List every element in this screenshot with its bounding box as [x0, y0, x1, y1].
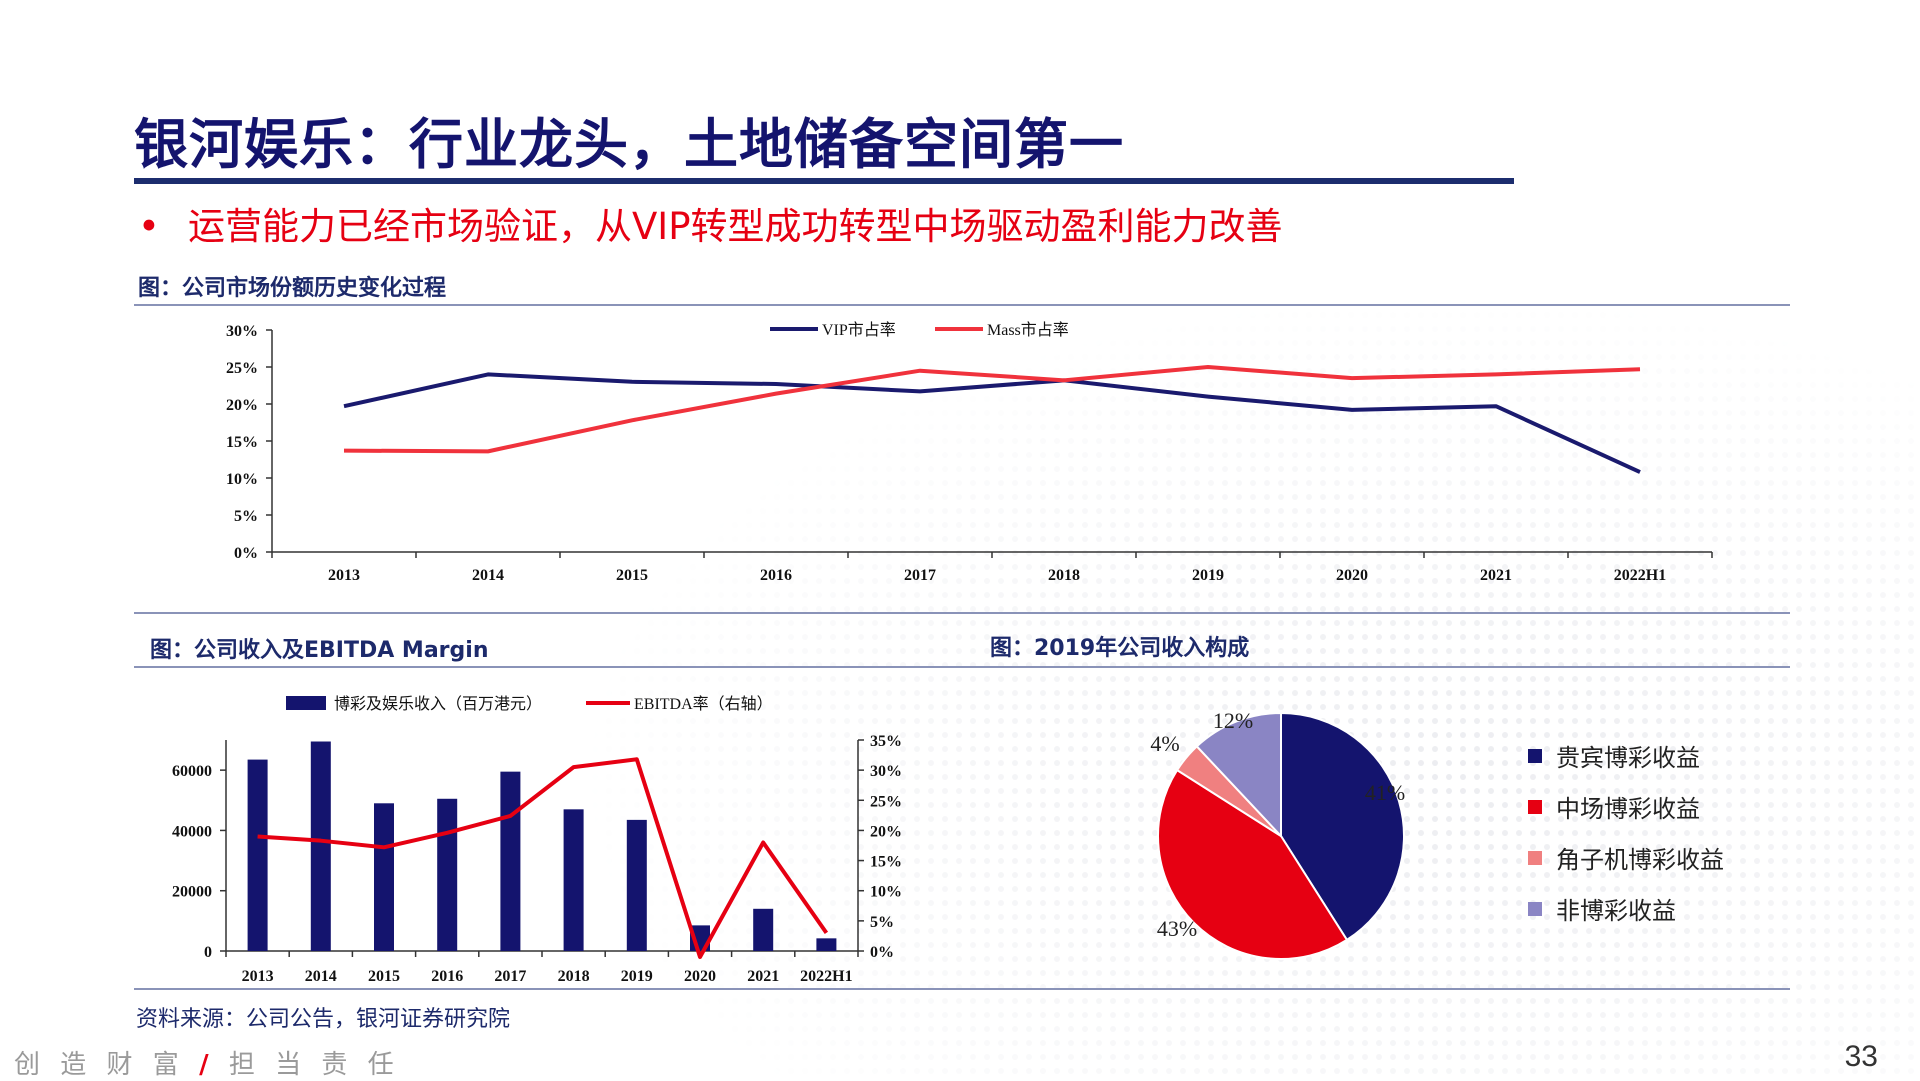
legend-label-1: VIP市占率: [822, 321, 896, 339]
x-tick-label: 2013: [242, 968, 274, 985]
pie-legend: 贵宾博彩收益中场博彩收益角子机博彩收益非博彩收益: [1528, 730, 1724, 934]
legend-label-ebitda: EBITDA率（右轴）: [634, 695, 773, 713]
x-tick-label: 2014: [305, 968, 337, 985]
pie-legend-item: 非博彩收益: [1528, 883, 1724, 934]
pie-legend-label: 角子机博彩收益: [1556, 840, 1724, 875]
legend-swatch-revenue: [286, 696, 326, 710]
x-tick-label: 2015: [368, 968, 400, 985]
x-tick-label: 2021: [747, 968, 779, 985]
y-tick-label: 25%: [226, 360, 258, 377]
series-line-1: [344, 374, 1640, 472]
pie-value-label-2: 43%: [1157, 916, 1197, 941]
y-right-tick-label: 25%: [870, 793, 902, 810]
y-right-tick-label: 35%: [870, 733, 902, 750]
x-tick-label: 2013: [328, 567, 360, 584]
x-tick-label: 2016: [760, 567, 792, 584]
legend-label-revenue: 博彩及娱乐收入（百万港元）: [334, 695, 542, 713]
pie-legend-label: 中场博彩收益: [1556, 789, 1700, 824]
pie-legend-swatch: [1528, 800, 1542, 814]
y-tick-label: 5%: [234, 508, 258, 525]
y-tick-label: 0%: [234, 545, 258, 562]
page-number: 33: [1845, 1040, 1878, 1074]
y-tick-label: 20%: [226, 397, 258, 414]
pie-legend-swatch: [1528, 902, 1542, 916]
x-tick-label: 2019: [1192, 567, 1224, 584]
revenue-bar: [437, 799, 457, 951]
y-right-tick-label: 20%: [870, 823, 902, 840]
x-tick-label: 2017: [904, 567, 936, 584]
revenue-bar: [248, 760, 268, 951]
pie-legend-label: 非博彩收益: [1556, 891, 1676, 926]
pie-legend-label: 贵宾博彩收益: [1556, 738, 1700, 773]
y-right-tick-label: 0%: [870, 944, 894, 961]
x-tick-label: 2015: [616, 567, 648, 584]
revenue-bar: [816, 938, 836, 951]
slogan-part1: 创 造 财 富: [14, 1050, 185, 1080]
y-left-tick-label: 0: [204, 944, 212, 961]
pie-legend-item: 贵宾博彩收益: [1528, 730, 1724, 781]
legend-label-2: Mass市占率: [987, 321, 1069, 339]
slogan-slash: /: [199, 1050, 215, 1080]
revenue-bar: [311, 742, 331, 951]
x-tick-label: 2021: [1480, 567, 1512, 584]
revenue-composition-pie-chart: 41% 43% 4% 12%: [1100, 680, 1530, 980]
y-tick-label: 15%: [226, 434, 258, 451]
x-tick-label: 2022H1: [800, 968, 852, 985]
x-tick-label: 2019: [621, 968, 653, 985]
y-right-tick-label: 10%: [870, 884, 902, 901]
pie-value-label-1: 41%: [1365, 780, 1405, 805]
footer-slogan: 创 造 财 富 / 担 当 责 任: [14, 1044, 400, 1081]
x-tick-label: 2016: [431, 968, 463, 985]
pie-legend-swatch: [1528, 749, 1542, 763]
revenue-bar: [564, 809, 584, 951]
slogan-part2: 担 当 责 任: [229, 1050, 400, 1080]
y-left-tick-label: 20000: [172, 884, 212, 901]
pie-value-label-4: 12%: [1213, 708, 1253, 733]
revenue-bar: [627, 820, 647, 951]
pie-legend-swatch: [1528, 851, 1542, 865]
revenue-ebitda-combo-chart: 0 20000 40000 60000 0% 5% 10% 15% 20% 25% 30% 35% 20…: [0, 660, 960, 990]
y-right-tick-label: 5%: [870, 914, 894, 931]
x-tick-label: 2022H1: [1614, 567, 1666, 584]
chart3-caption: 图：2019年公司收入构成: [990, 630, 1249, 662]
x-tick-label: 2018: [558, 968, 590, 985]
pie-value-label-3: 4%: [1150, 731, 1179, 756]
revenue-bar: [500, 772, 520, 951]
pie-legend-item: 角子机博彩收益: [1528, 832, 1724, 883]
y-left-tick-label: 60000: [172, 763, 212, 780]
pie-legend-item: 中场博彩收益: [1528, 781, 1724, 832]
market-share-line-chart: 0% 5% 10% 15% 20% 25% 30% 2013 2014 2015 2016 2017 2…: [0, 0, 1920, 620]
y-right-tick-label: 30%: [870, 763, 902, 780]
ebitda-margin-line: [258, 759, 827, 957]
y-left-tick-label: 40000: [172, 823, 212, 840]
y-tick-label: 10%: [226, 471, 258, 488]
x-tick-label: 2020: [684, 968, 716, 985]
y-tick-label: 30%: [226, 323, 258, 340]
x-tick-label: 2014: [472, 567, 504, 584]
x-tick-label: 2018: [1048, 567, 1080, 584]
y-right-tick-label: 15%: [870, 854, 902, 871]
source-note: 资料来源：公司公告，银河证券研究院: [136, 1001, 510, 1033]
x-tick-label: 2020: [1336, 567, 1368, 584]
x-tick-label: 2017: [494, 968, 526, 985]
revenue-bar: [374, 803, 394, 951]
revenue-bar: [753, 909, 773, 951]
